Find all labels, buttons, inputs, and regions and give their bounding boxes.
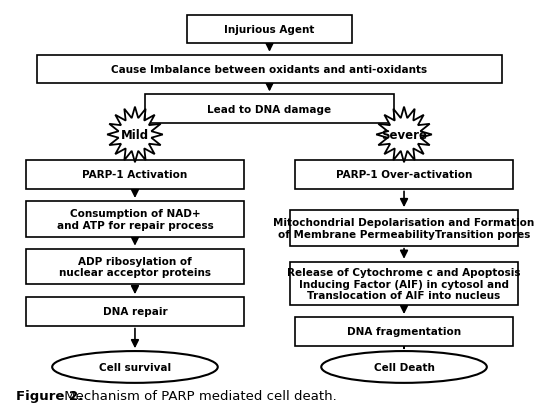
FancyBboxPatch shape xyxy=(26,161,244,189)
Text: PARP-1 Over-activation: PARP-1 Over-activation xyxy=(336,170,472,180)
FancyBboxPatch shape xyxy=(26,249,244,285)
Text: DNA fragmentation: DNA fragmentation xyxy=(347,326,461,336)
Text: Release of Cytochrome c and Apoptosis
Inducing Factor (AIF) in cytosol and
Trans: Release of Cytochrome c and Apoptosis In… xyxy=(287,267,521,300)
FancyBboxPatch shape xyxy=(290,262,518,306)
Text: Severe: Severe xyxy=(381,128,427,142)
FancyBboxPatch shape xyxy=(26,297,244,326)
Text: PARP-1 Activation: PARP-1 Activation xyxy=(82,170,188,180)
Text: DNA repair: DNA repair xyxy=(102,306,167,316)
Text: Mechanism of PARP mediated cell death.: Mechanism of PARP mediated cell death. xyxy=(60,389,337,403)
Text: ADP ribosylation of
nuclear acceptor proteins: ADP ribosylation of nuclear acceptor pro… xyxy=(59,256,211,278)
Ellipse shape xyxy=(321,351,487,383)
Text: Mild: Mild xyxy=(121,128,149,142)
FancyBboxPatch shape xyxy=(295,317,513,346)
Text: Mitochondrial Depolarisation and Formation
of Membrane PermeabilityTransition po: Mitochondrial Depolarisation and Formati… xyxy=(273,218,535,239)
Text: Cell Death: Cell Death xyxy=(374,362,434,372)
Text: Injurious Agent: Injurious Agent xyxy=(224,25,315,35)
FancyBboxPatch shape xyxy=(186,16,353,44)
FancyBboxPatch shape xyxy=(26,202,244,237)
Text: Figure 2.: Figure 2. xyxy=(16,389,83,403)
Text: Consumption of NAD+
and ATP for repair process: Consumption of NAD+ and ATP for repair p… xyxy=(57,209,213,230)
FancyBboxPatch shape xyxy=(37,55,502,84)
Ellipse shape xyxy=(52,351,218,383)
Text: Cause Imbalance between oxidants and anti-oxidants: Cause Imbalance between oxidants and ant… xyxy=(112,65,427,75)
FancyBboxPatch shape xyxy=(290,211,518,246)
Polygon shape xyxy=(376,107,432,163)
FancyBboxPatch shape xyxy=(295,161,513,189)
Text: Cell survival: Cell survival xyxy=(99,362,171,372)
Polygon shape xyxy=(107,107,163,163)
FancyBboxPatch shape xyxy=(146,95,393,123)
Text: Lead to DNA damage: Lead to DNA damage xyxy=(208,104,331,114)
